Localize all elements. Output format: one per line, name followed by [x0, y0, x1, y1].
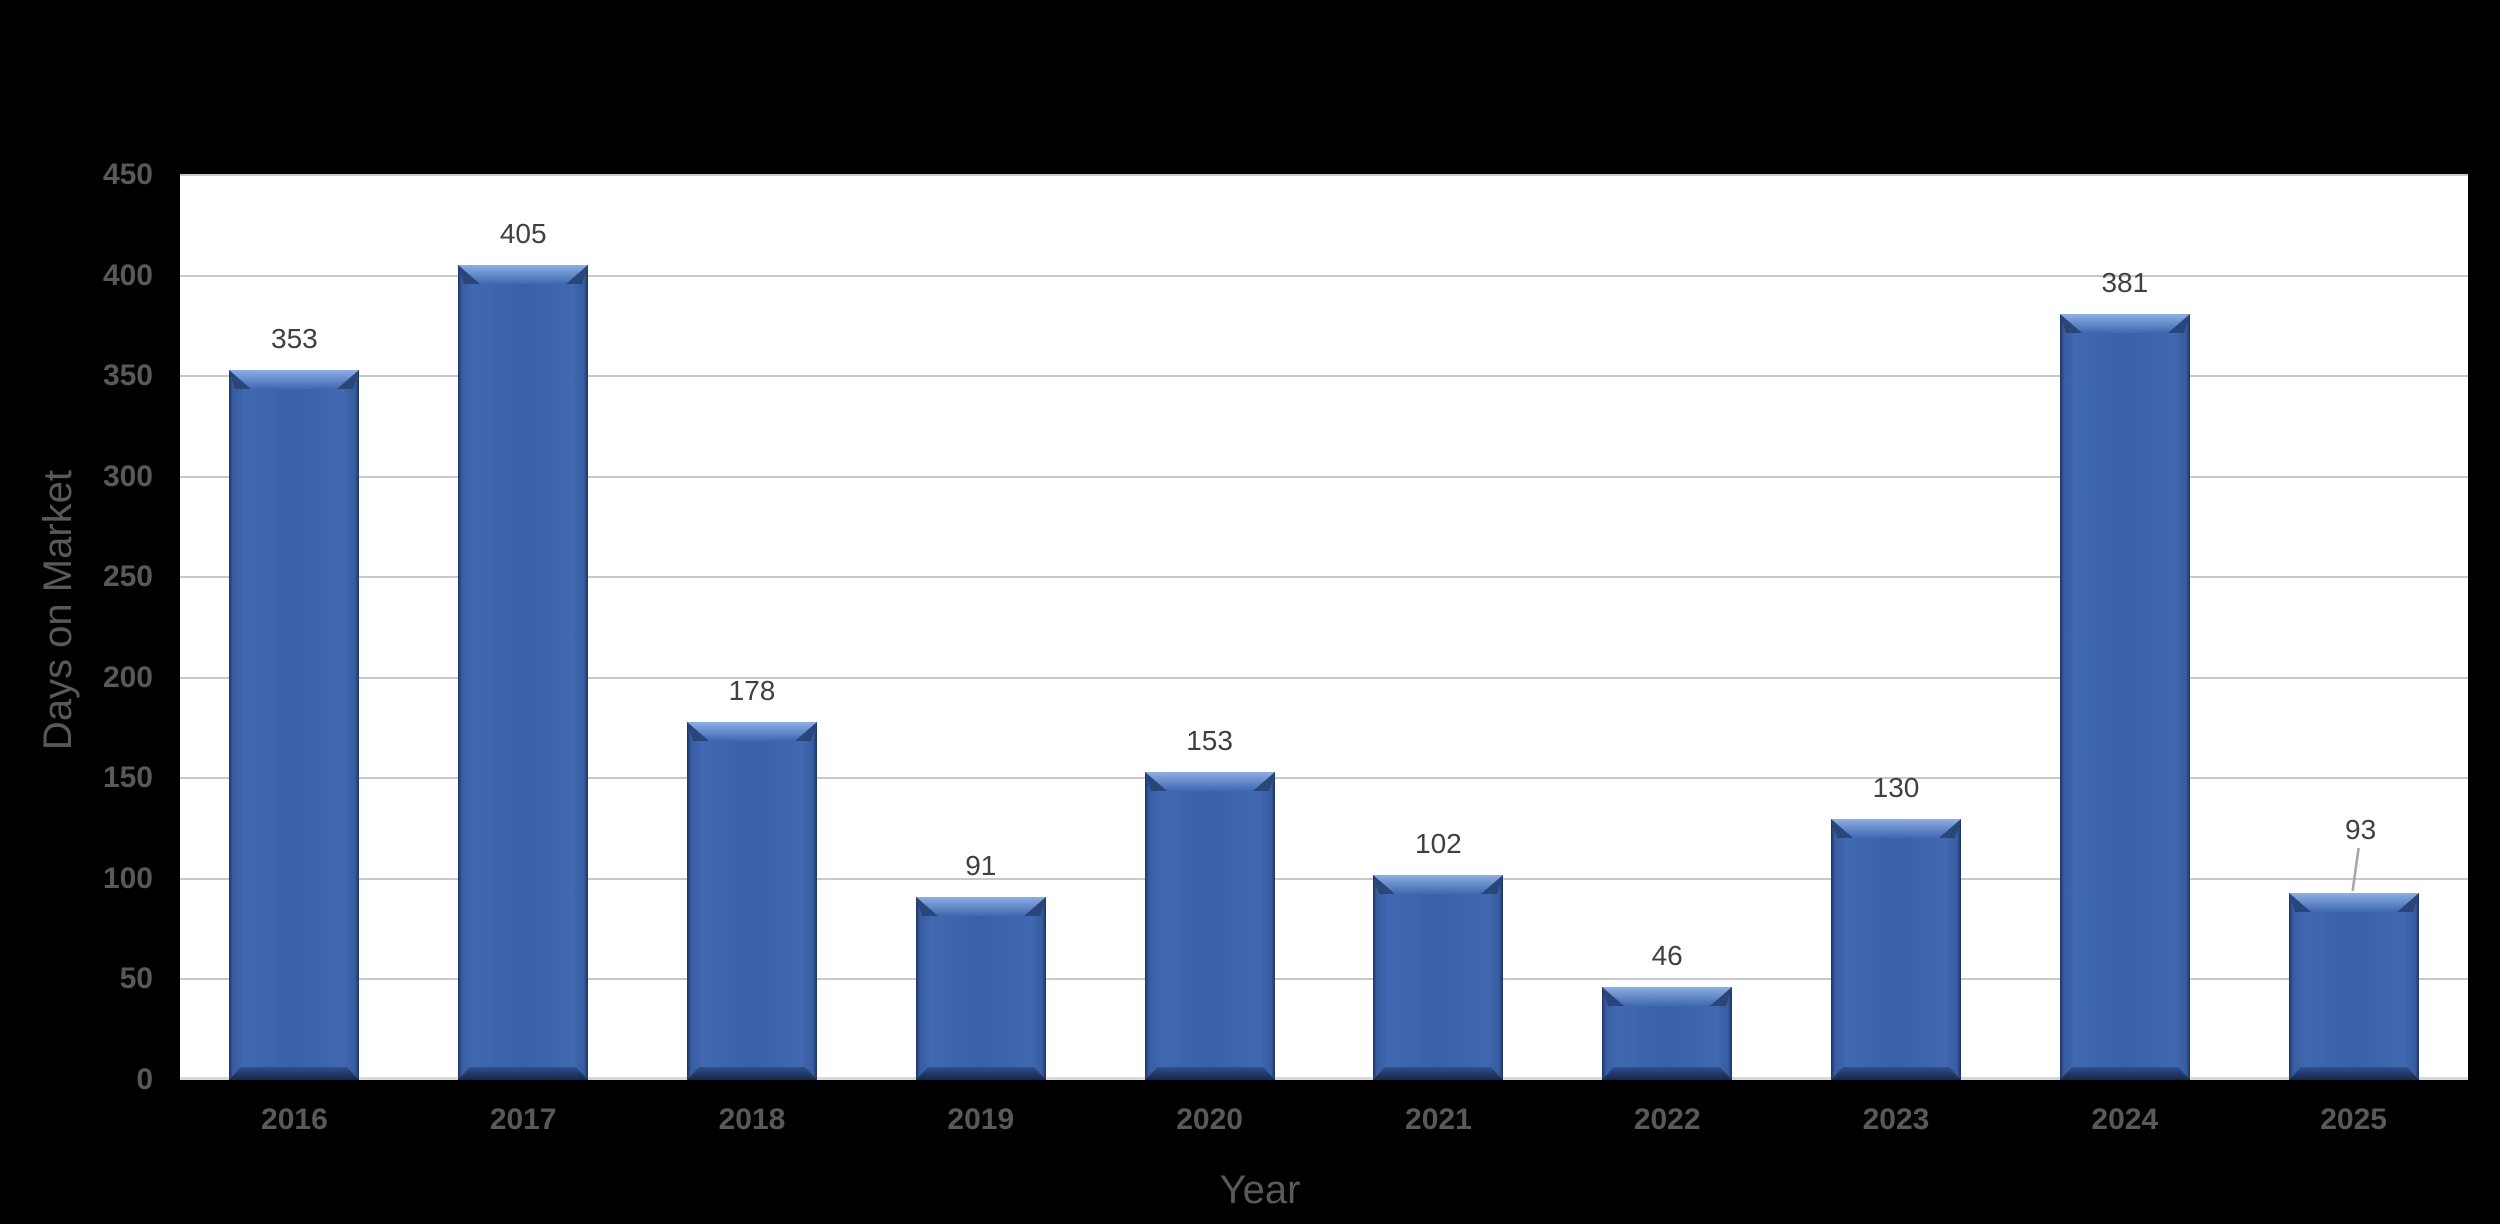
bar-2020	[1144, 772, 1275, 1080]
gridline-150	[180, 777, 2468, 780]
y-tick-label: 400	[102, 258, 153, 292]
bar-2016	[229, 370, 360, 1080]
data-label-2025: 93	[2345, 814, 2377, 845]
x-tick-label-2020: 2020	[1176, 1103, 1243, 1136]
x-axis-line	[180, 1077, 2468, 1080]
x-tick-label-2017: 2017	[489, 1103, 557, 1136]
data-label-2023: 130	[1872, 772, 1920, 803]
bar-2025	[2288, 893, 2419, 1080]
gridline-450	[180, 174, 2468, 176]
bar-2022	[1602, 987, 1733, 1080]
bar-2018	[687, 722, 817, 1080]
x-tick-label-2021: 2021	[1405, 1103, 1472, 1136]
bar-2023	[1831, 819, 1961, 1080]
x-axis-title: Year	[1219, 1168, 1301, 1212]
data-label-2017: 405	[499, 218, 547, 249]
bar-2024	[2059, 314, 2190, 1080]
y-tick-label: 250	[102, 560, 153, 594]
x-tick-label-2018: 2018	[718, 1103, 786, 1136]
y-tick-label: 300	[102, 459, 153, 493]
gridline-50	[180, 978, 2468, 981]
gridline-250	[180, 576, 2468, 579]
data-label-2018: 178	[728, 675, 776, 706]
data-label-2020: 153	[1186, 725, 1233, 756]
gridline-200	[180, 676, 2468, 679]
data-label-2016: 353	[271, 323, 318, 354]
gridline-100	[180, 877, 2468, 880]
x-tick-label-2016: 2016	[261, 1103, 328, 1136]
gridline-300	[180, 475, 2468, 478]
gridline-350	[180, 375, 2468, 378]
x-tick-label-2025: 2025	[2320, 1103, 2387, 1136]
y-tick-label: 0	[136, 1063, 153, 1096]
y-tick-label: 100	[102, 861, 153, 895]
data-label-2022: 46	[1651, 940, 1683, 971]
y-tick-label: 350	[102, 359, 153, 393]
bar-2017	[458, 265, 589, 1080]
bar-2019	[915, 897, 1046, 1080]
x-tick-label-2022: 2022	[1633, 1103, 1701, 1136]
data-label-2024: 381	[2101, 267, 2149, 298]
y-tick-label: 50	[119, 962, 153, 996]
y-tick-label: 150	[102, 761, 153, 795]
gridline-400	[180, 274, 2468, 277]
y-tick-label: 450	[102, 158, 153, 191]
x-tick-label-2019: 2019	[947, 1103, 1015, 1136]
data-label-2019: 91	[965, 850, 997, 881]
x-tick-label-2024: 2024	[2091, 1103, 2159, 1136]
y-tick-label: 200	[102, 660, 153, 694]
x-tick-label-2023: 2023	[1862, 1103, 1930, 1136]
data-label-2021: 102	[1415, 828, 1462, 859]
bar-2021	[1373, 875, 1504, 1080]
